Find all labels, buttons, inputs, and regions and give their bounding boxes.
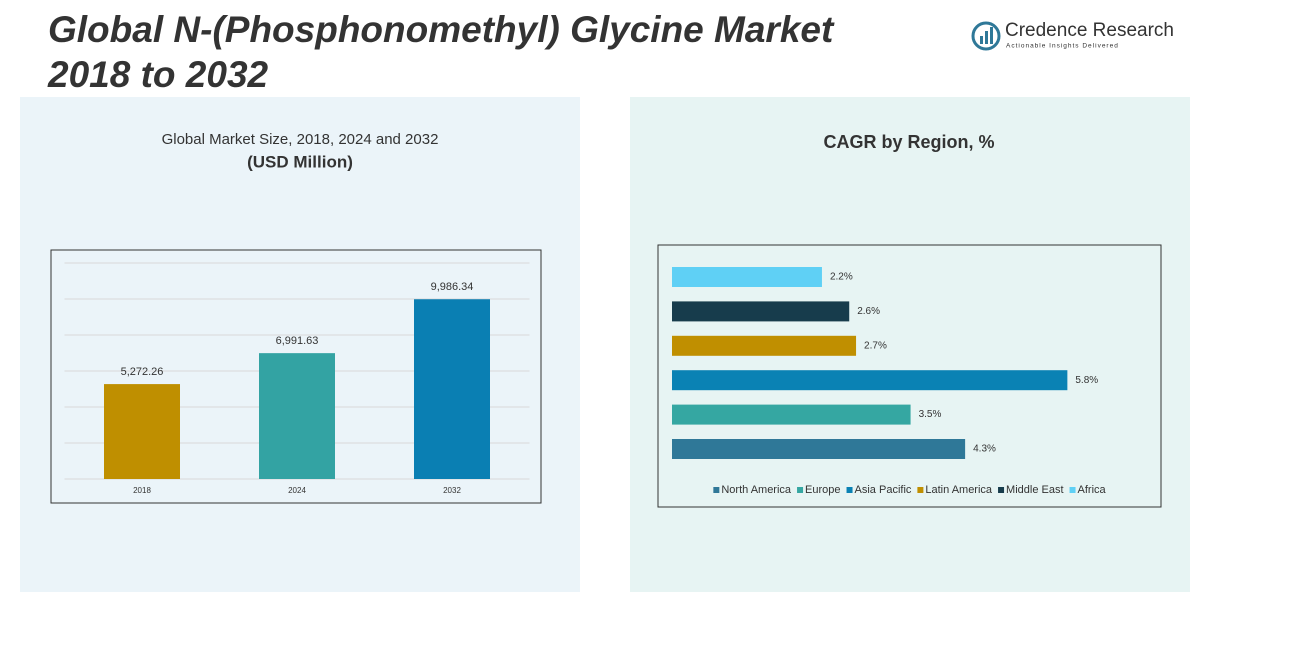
bar — [672, 335, 857, 356]
x-tick-label: 2024 — [288, 486, 306, 495]
x-tick-label: 2018 — [133, 486, 151, 495]
x-tick-label: 2032 — [443, 486, 461, 495]
value-label: 4.3% — [973, 444, 996, 455]
logo: Credence Research Actionable Insights De… — [971, 20, 1174, 51]
logo-icon — [985, 31, 988, 44]
bar — [672, 404, 911, 425]
value-label: 5,272.26 — [121, 366, 164, 378]
plot-frame — [657, 244, 1162, 508]
plot-frame — [50, 249, 542, 504]
bar — [672, 370, 1068, 391]
legend-label: Middle East — [1006, 484, 1063, 496]
legend-swatch — [846, 487, 853, 493]
legend-label: North America — [721, 484, 792, 496]
chart-subtitle: (USD Million) — [247, 152, 353, 171]
value-label: 9,986.34 — [431, 281, 474, 293]
legend-label: Africa — [1078, 484, 1107, 496]
value-label: 2.7% — [864, 340, 887, 351]
bar — [672, 439, 966, 459]
bar — [259, 353, 335, 479]
chart-title: CAGR by Region, % — [823, 132, 994, 152]
legend-swatch — [797, 487, 804, 493]
value-label: 5.8% — [1075, 375, 1098, 386]
logo-tagline: Actionable Insights Delivered — [1006, 43, 1119, 50]
legend-swatch — [917, 487, 924, 493]
value-label: 2.6% — [857, 306, 880, 317]
legend-swatch — [1069, 487, 1076, 493]
legend-label: Asia Pacific — [855, 484, 912, 496]
bar — [104, 384, 180, 479]
legend-swatch — [998, 487, 1005, 493]
value-label: 2.2% — [830, 272, 853, 283]
value-label: 3.5% — [919, 409, 942, 420]
chart-title: Global Market Size, 2018, 2024 and 2032 — [162, 131, 439, 148]
legend-label: Latin America — [925, 484, 993, 496]
logo-icon — [980, 36, 983, 44]
bar — [414, 299, 490, 479]
logo-icon — [971, 21, 1001, 51]
logo-icon — [990, 27, 993, 44]
legend-swatch — [713, 487, 720, 493]
bar — [672, 267, 822, 287]
bar — [672, 301, 850, 322]
logo-name: Credence Research — [1005, 20, 1174, 41]
value-label: 6,991.63 — [276, 335, 319, 347]
page-title: Global N-(Phosphonomethyl) Glycine Marke… — [48, 9, 835, 50]
legend-label: Europe — [805, 484, 840, 496]
page-title: 2018 to 2032 — [47, 54, 269, 95]
